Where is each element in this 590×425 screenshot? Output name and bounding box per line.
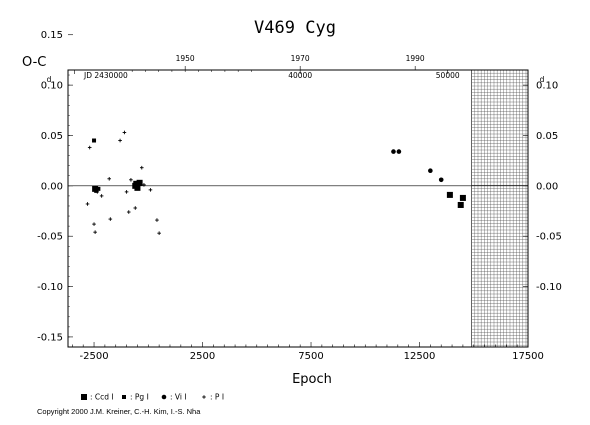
data-point xyxy=(118,138,122,143)
data-point xyxy=(85,202,90,206)
year-tick-label: 1990 xyxy=(406,54,425,63)
y-tick-label-right: 0.00 xyxy=(536,181,558,192)
data-point xyxy=(95,190,100,194)
year-tick-label: 1950 xyxy=(176,54,195,63)
x-tick-label: 2500 xyxy=(190,351,215,362)
day-superscript-right: d xyxy=(540,75,545,84)
y-tick-label-left: 0.15 xyxy=(41,30,63,41)
year-tick-label: 1970 xyxy=(291,54,310,63)
data-point xyxy=(93,230,97,234)
future-region-box xyxy=(471,69,529,348)
plot-frame xyxy=(67,69,529,348)
data-point xyxy=(94,188,99,193)
data-point xyxy=(133,180,138,185)
data-point xyxy=(92,222,96,226)
data-point xyxy=(459,194,466,201)
data-point xyxy=(428,168,433,174)
y-tick-label-left: -0.05 xyxy=(37,232,63,243)
copyright-text: Copyright 2000 J.M. Kreiner, C.-H. Kim, … xyxy=(37,407,201,416)
data-point xyxy=(391,149,396,154)
day-superscript: d xyxy=(47,75,52,84)
data-point xyxy=(457,201,464,208)
data-point xyxy=(446,191,453,198)
data-point xyxy=(129,177,133,182)
legend-marker xyxy=(202,395,206,399)
data-point xyxy=(155,218,159,222)
y-tick-label-left: -0.10 xyxy=(37,282,63,293)
data-point xyxy=(139,165,144,170)
legend-label: : Pg I xyxy=(130,393,149,402)
data-point xyxy=(96,186,101,191)
data-point xyxy=(438,177,444,183)
legend-label: : P I xyxy=(210,393,224,402)
data-point xyxy=(92,138,97,143)
jd-tick-label: 50000 xyxy=(436,71,460,80)
data-point xyxy=(396,149,402,154)
future-region-grid xyxy=(471,69,529,348)
data-point xyxy=(124,190,129,194)
jd-tick-label: 40000 xyxy=(288,71,312,80)
x-tick-label: 7500 xyxy=(298,351,323,362)
x-tick-label: 17500 xyxy=(512,351,544,362)
data-point xyxy=(92,185,99,192)
data-point xyxy=(134,184,141,191)
data-point xyxy=(142,183,146,187)
x-tick-label: -2500 xyxy=(80,351,109,362)
y-tick-label-right: -0.05 xyxy=(536,232,562,243)
data-point xyxy=(87,145,92,150)
jd-tick-label: JD 2430000 xyxy=(83,71,128,80)
y-tick-label-left: 0.05 xyxy=(41,131,63,142)
plot-area: -2500 2500 7500 12500 17500 1950 1970 1990 JD 24… xyxy=(37,30,562,362)
data-point xyxy=(136,179,143,186)
legend: : Ccd I : Pg I : Vi I : P I xyxy=(81,393,224,402)
y-tick-label-right: 0.10 xyxy=(536,81,558,92)
x-tick-label: 12500 xyxy=(404,351,436,362)
y-axis-label: O-C xyxy=(22,55,46,70)
data-point xyxy=(133,206,138,210)
y-tick-label-right: -0.10 xyxy=(536,282,562,293)
data-point xyxy=(157,231,161,235)
data-point xyxy=(108,217,113,221)
chart-title: V469 Cyg xyxy=(254,18,336,38)
legend-label: : Ccd I xyxy=(90,393,114,402)
x-axis-label: Epoch xyxy=(292,372,332,387)
legend-marker xyxy=(161,394,167,400)
y-tick-label-left: 0.10 xyxy=(41,81,63,92)
legend-marker xyxy=(122,395,126,399)
y-tick-label-right: 0.05 xyxy=(536,131,558,142)
y-tick-label-left: 0.00 xyxy=(41,181,63,192)
legend-marker xyxy=(81,394,87,400)
data-point xyxy=(107,176,112,181)
data-point xyxy=(126,210,131,214)
legend-label: : Vi I xyxy=(170,393,187,402)
data-point xyxy=(122,130,127,135)
data-point xyxy=(148,188,153,192)
y-tick-label-left: -0.15 xyxy=(37,332,63,343)
data-point xyxy=(99,194,104,198)
